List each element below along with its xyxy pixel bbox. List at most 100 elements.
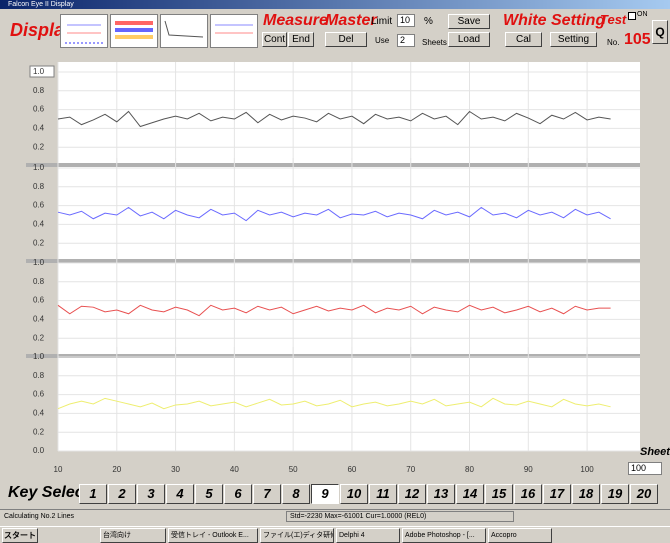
setting-button[interactable]: Setting [550,32,597,47]
y-tick-label: 1.0 [33,163,45,172]
on-label: ON [637,11,648,18]
test-number: 105 [624,31,651,48]
x-tick-label: 40 [230,465,239,474]
x-tick-label: 60 [347,465,356,474]
task-button[interactable]: Delphi 4 [336,528,400,543]
del-button[interactable]: Del [325,32,367,47]
x-tick-label: 100 [580,465,594,474]
save-button[interactable]: Save [448,14,490,29]
no-label: No. [607,38,620,47]
load-button[interactable]: Load [448,32,490,47]
use-label: Use [375,36,390,45]
key-button[interactable]: 20 [630,484,658,504]
y-tick-label: 0.6 [33,105,45,114]
key-button[interactable]: 2 [108,484,136,504]
y-tick-label: 0.4 [33,409,45,418]
key-button[interactable]: 1 [79,484,107,504]
thumbnail[interactable] [210,14,258,48]
thumbnail[interactable] [110,14,158,48]
y-tick-label: 0.2 [33,238,45,247]
key-button[interactable]: 18 [572,484,600,504]
limit-label: Limit [371,16,393,27]
key-button[interactable]: 13 [427,484,455,504]
key-button[interactable]: 4 [166,484,194,504]
y-tick-label: 1.0 [33,67,45,76]
panel-separator [26,354,640,358]
series-line [57,397,611,410]
y-tick-label: 0.8 [33,86,45,95]
cal-button[interactable]: Cal [505,32,542,47]
limit-select[interactable]: 10 [397,14,415,27]
setting-label: Setting [551,12,606,29]
y-range-select [29,65,55,78]
y-tick-label: 0.2 [33,142,45,151]
taskbar: スタート 台湾向け 受信トレイ - Outlook E... ファイル(エ)ディタ研… [0,526,670,543]
y-tick-label: 0.2 [33,427,45,436]
thumbnail[interactable] [60,14,108,48]
key-button[interactable]: 3 [137,484,165,504]
key-button[interactable]: 9 [311,484,339,504]
sheets-select[interactable]: 100 [628,462,662,475]
series-line [57,206,611,222]
thumbnail[interactable] [160,14,208,48]
key-button[interactable]: 6 [224,484,252,504]
on-checkbox[interactable] [628,12,636,20]
task-button[interactable]: 受信トレイ - Outlook E... [168,528,258,543]
key-button[interactable]: 7 [253,484,281,504]
test-label: Test [600,12,627,27]
start-button[interactable]: スタート [2,528,38,543]
x-tick-label: 70 [406,465,415,474]
panel-separator [26,259,640,263]
q-button[interactable]: Q [652,20,668,44]
key-button[interactable]: 12 [398,484,426,504]
key-button[interactable]: 15 [485,484,513,504]
x-tick-label: 50 [289,465,298,474]
key-button[interactable]: 17 [543,484,571,504]
window-title: Falcon Eye II Display [8,1,74,8]
plot-area [58,62,640,451]
key-button[interactable]: 16 [514,484,542,504]
cont-button[interactable]: Cont [262,32,287,47]
key-button[interactable]: 10 [340,484,368,504]
x-tick-label: 30 [171,465,180,474]
y-tick-label: 0.6 [33,201,45,210]
end-button[interactable]: End [288,32,314,47]
y-tick-label: 1.0 [33,352,45,361]
y-tick-label: 0.4 [33,124,45,133]
key-button[interactable]: 19 [601,484,629,504]
y-tick-label: 0.2 [33,333,45,342]
status-text: Calculating No.2 Lines [4,513,75,520]
key-button[interactable]: 14 [456,484,484,504]
task-button[interactable]: 台湾向け [100,528,166,543]
status-bar: Calculating No.2 Lines Std=-2230 Max=-61… [0,509,670,524]
x-tick-label: 10 [54,465,63,474]
x-tick-label: 80 [465,465,474,474]
series-line [57,304,611,317]
y-tick-label: 0.6 [33,390,45,399]
key-button[interactable]: 11 [369,484,397,504]
key-button[interactable]: 5 [195,484,223,504]
y-tick-label: 0.6 [33,296,45,305]
key-button[interactable]: 8 [282,484,310,504]
y-tick-label: 0.8 [33,371,45,380]
task-button[interactable]: ファイル(エ)ディタ研修... [260,528,334,543]
sheets-label: Sheets [640,446,670,458]
series-line [57,110,611,128]
thumb-icon [115,21,153,39]
x-tick-label: 90 [524,465,533,474]
task-button[interactable]: Adobe Photoshop - [... [402,528,486,543]
y-tick-label: 0.0 [33,446,45,455]
y-tick-label: 0.4 [33,220,45,229]
thumb-icon [215,24,253,34]
use-select[interactable]: 2 [397,34,415,47]
title-bar: Falcon Eye II Display [0,0,670,9]
white-label: White [503,12,547,29]
thumb-icon [164,20,204,38]
panel-separator [26,163,640,167]
x-tick-label: 20 [112,465,121,474]
y-tick-label: 0.8 [33,277,45,286]
percent-label: % [424,16,433,27]
task-button[interactable]: Accopro [488,528,552,543]
